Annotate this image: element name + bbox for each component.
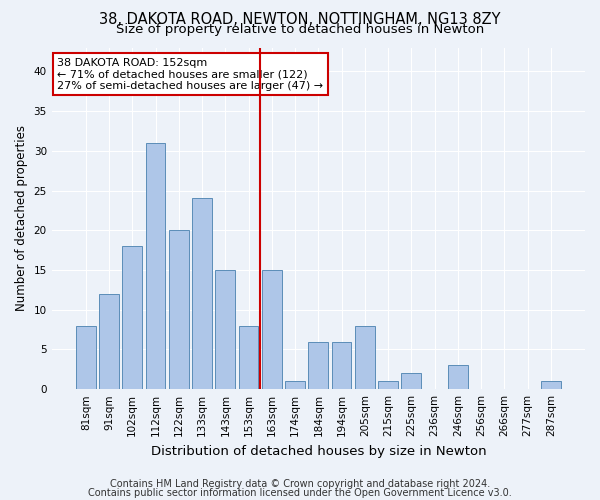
Bar <box>378 381 398 389</box>
Bar <box>355 326 375 389</box>
Bar <box>332 342 352 389</box>
Bar <box>308 342 328 389</box>
Bar <box>122 246 142 389</box>
Bar <box>262 270 282 389</box>
Bar <box>146 143 166 389</box>
Text: Contains HM Land Registry data © Crown copyright and database right 2024.: Contains HM Land Registry data © Crown c… <box>110 479 490 489</box>
Text: 38 DAKOTA ROAD: 152sqm
← 71% of detached houses are smaller (122)
27% of semi-de: 38 DAKOTA ROAD: 152sqm ← 71% of detached… <box>57 58 323 91</box>
Bar <box>99 294 119 389</box>
Text: Size of property relative to detached houses in Newton: Size of property relative to detached ho… <box>116 22 484 36</box>
Text: 38, DAKOTA ROAD, NEWTON, NOTTINGHAM, NG13 8ZY: 38, DAKOTA ROAD, NEWTON, NOTTINGHAM, NG1… <box>99 12 501 28</box>
Bar <box>215 270 235 389</box>
Y-axis label: Number of detached properties: Number of detached properties <box>15 126 28 312</box>
Bar <box>192 198 212 389</box>
Bar <box>239 326 259 389</box>
Text: Contains public sector information licensed under the Open Government Licence v3: Contains public sector information licen… <box>88 488 512 498</box>
Bar <box>169 230 188 389</box>
X-axis label: Distribution of detached houses by size in Newton: Distribution of detached houses by size … <box>151 444 486 458</box>
Bar <box>285 381 305 389</box>
Bar <box>448 366 468 389</box>
Bar <box>401 374 421 389</box>
Bar <box>541 381 561 389</box>
Bar <box>76 326 95 389</box>
